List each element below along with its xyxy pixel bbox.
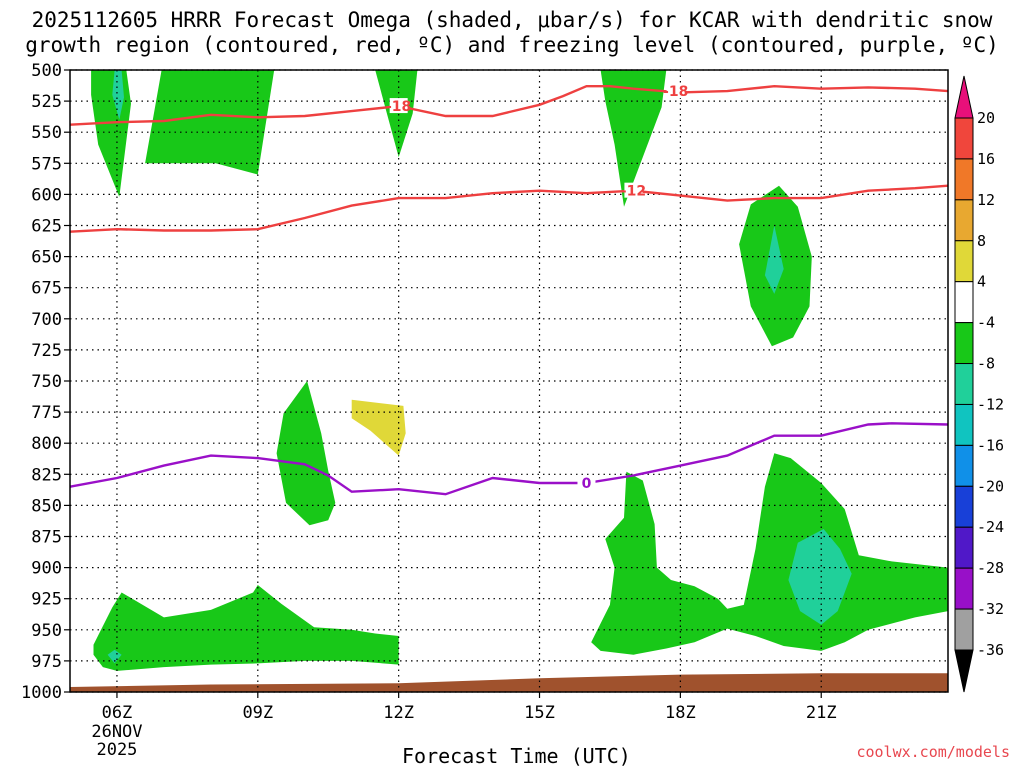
y-tick-label: 750	[31, 372, 62, 392]
omega-region-1	[375, 70, 418, 158]
chart-title-line-2: growth region (contoured, red, ºC) and f…	[25, 33, 999, 57]
colorbar-label: -24	[977, 518, 1004, 536]
omega-region-8	[764, 225, 784, 294]
colorbar-label: 16	[977, 150, 995, 168]
colorbar-segment	[954, 158, 974, 201]
colorbar-segment	[954, 322, 974, 365]
contour-label-bg	[624, 182, 643, 198]
y-tick-label: 725	[31, 341, 62, 361]
y-tick-label: 875	[31, 528, 62, 548]
y-tick-label: 1000	[21, 683, 62, 703]
colorbar-label: 8	[977, 232, 986, 250]
omega-region-9	[788, 529, 852, 625]
contour--18	[69, 84, 949, 126]
colorbar-label: -20	[977, 477, 1004, 495]
omega-region-2	[600, 70, 667, 207]
y-tick-label: 575	[31, 154, 62, 174]
omega-region-11	[351, 399, 406, 456]
y-tick-label: 825	[31, 465, 62, 485]
omega-region-7	[112, 70, 124, 120]
x-tick-label: 06Z	[102, 703, 133, 723]
terrain-fill	[70, 673, 948, 692]
x-tick-label: 12Z	[383, 703, 414, 723]
y-tick-label: 775	[31, 403, 62, 423]
terrain-polygon	[70, 673, 948, 692]
colorbar-label: -8	[977, 355, 995, 373]
colorbar-bottom-arrow	[954, 649, 974, 693]
y-tick-label: 625	[31, 217, 62, 237]
colorbar-label: 12	[977, 191, 995, 209]
colorbar-segment	[954, 608, 974, 651]
y-tick-label: 800	[31, 434, 62, 454]
omega-region-0	[91, 70, 275, 197]
colorbar-segment	[954, 567, 974, 610]
x-tick-label: 18Z	[665, 703, 696, 723]
colorbar-segment	[954, 444, 974, 487]
y-tick-label: 900	[31, 559, 62, 579]
omega-region-6	[591, 453, 948, 655]
colorbar-label: -16	[977, 436, 1004, 454]
colorbar-segment	[954, 403, 974, 446]
colorbar-segment	[954, 117, 974, 160]
y-tick-label: 500	[31, 61, 62, 81]
y-tick-label: 850	[31, 496, 62, 516]
omega-region-10	[107, 649, 122, 664]
chart-title-line-1: 2025112605 HRRR Forecast Omega (shaded, …	[31, 8, 993, 32]
colorbar-label: 4	[977, 273, 986, 291]
y-tick-label: 525	[31, 92, 62, 112]
colorbar-label: -36	[977, 641, 1004, 659]
x-tick-label: 09Z	[242, 703, 273, 723]
contour-label: -18	[386, 99, 411, 115]
colorbar: 20 16 12 8 4 -4 -8 -12 -16 -20 -24 -28 -32 -36	[954, 75, 1004, 693]
contour-label-bg	[577, 475, 596, 491]
colorbar-segment	[954, 199, 974, 242]
contour-label: -12	[621, 184, 646, 200]
omega-region-4	[276, 381, 336, 526]
colorbar-segment	[954, 281, 974, 324]
x-tick-label: 21Z	[806, 703, 837, 723]
y-tick-label: 675	[31, 279, 62, 299]
y-tick-label: 600	[31, 185, 62, 205]
contour-label-bg	[389, 98, 408, 114]
y-tick-label: 550	[31, 123, 62, 143]
omega-region-5	[93, 585, 399, 671]
colorbar-top-arrow	[954, 75, 974, 119]
y-tick-label: 700	[31, 310, 62, 330]
colorbar-label: -4	[977, 314, 995, 332]
colorbar-label: -32	[977, 600, 1004, 618]
colorbar-segment	[954, 526, 974, 569]
credit-link[interactable]: coolwx.com/models	[856, 743, 1010, 761]
contour-label: 0	[582, 476, 592, 492]
axes: 500 525 550 575 600 625 650 675 700 725 750 775 800 8…	[21, 61, 949, 760]
colorbar-label: -12	[977, 395, 1004, 413]
colorbar-segment	[954, 363, 974, 405]
colorbar-segment	[954, 485, 974, 528]
x-tick-date: 26NOV	[91, 722, 142, 742]
omega-shading	[91, 70, 948, 671]
y-tick-label: 975	[31, 652, 62, 672]
x-tick-year: 2025	[96, 740, 137, 760]
contour-lines: -18 -18 -12 0	[69, 83, 949, 496]
colorbar-label: -28	[977, 559, 1004, 577]
y-tick-label: 925	[31, 590, 62, 610]
y-tick-label: 950	[31, 621, 62, 641]
contour-label: -18	[663, 84, 688, 100]
colorbar-label: 20	[977, 109, 995, 127]
contour-0	[69, 422, 949, 496]
colorbar-segment	[954, 240, 974, 283]
y-tick-label: 650	[31, 248, 62, 268]
contour--12	[69, 184, 949, 233]
contour-label-bg	[666, 83, 685, 99]
x-axis-label: Forecast Time (UTC)	[402, 744, 631, 768]
x-tick-label: 15Z	[524, 703, 555, 723]
